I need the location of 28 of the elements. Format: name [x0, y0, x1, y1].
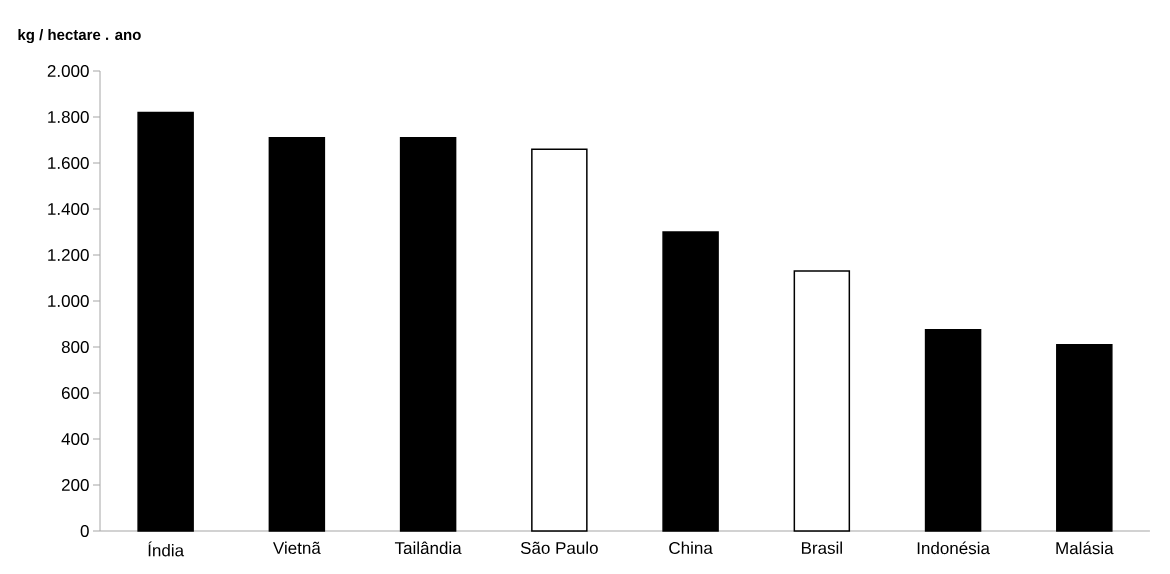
y-tick-label: 1.800 [48, 110, 89, 124]
y-tick-label: 400 [61, 432, 89, 446]
y-tick-label: 1.200 [48, 248, 89, 262]
x-tick-label: Vietnã [273, 541, 321, 555]
y-tick-label: 0 [80, 524, 89, 538]
y-tick-label: 600 [61, 386, 89, 400]
y-tick-label: 800 [61, 340, 89, 354]
y-tick-label: 1.000 [48, 294, 89, 308]
bar [399, 136, 457, 532]
x-tick-label: China [669, 541, 713, 555]
x-tick-label: Malásia [1056, 541, 1114, 555]
bar [1056, 343, 1113, 532]
x-tick-label: Tailândia [394, 541, 462, 555]
y-tick-label: 1.600 [48, 156, 89, 170]
x-tick-label: São Paulo [520, 541, 598, 555]
y-tick-label: 2.000 [47, 64, 89, 78]
x-tick-label: Índia [148, 541, 185, 557]
x-tick-label: Indonésia [917, 541, 990, 555]
y-tick-label: 1.400 [48, 202, 89, 216]
bar [662, 231, 719, 532]
bar [924, 329, 982, 532]
bar [531, 148, 588, 532]
bar [137, 111, 194, 532]
bar [793, 270, 851, 532]
y-axis-title: kg / hectare . ano [18, 29, 141, 44]
y-tick-label: 200 [61, 478, 89, 492]
x-tick-label: Brasil [801, 541, 842, 555]
bar [268, 136, 326, 532]
